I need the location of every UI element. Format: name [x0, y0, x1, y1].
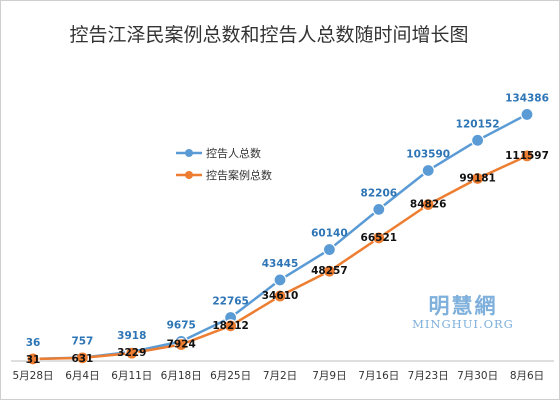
series-0-point — [421, 163, 435, 178]
series-1-point — [322, 264, 336, 278]
x-tick-label: 7月30日 — [457, 370, 498, 382]
data-label-cases: 34610 — [262, 290, 299, 302]
legend-label: 控告案例总数 — [206, 168, 272, 182]
x-tick-label: 5月28日 — [12, 370, 53, 382]
data-label-cases: 3229 — [117, 347, 146, 359]
data-label-people: 3918 — [117, 330, 146, 342]
x-tick-label: 7月9日 — [312, 370, 346, 382]
data-label-cases: 18212 — [212, 320, 249, 332]
data-labels-layer: 36 757 3918 9675 22765 43445 60140 82206 103590 1… — [26, 92, 549, 366]
x-tick-label: 6月4日 — [65, 370, 99, 382]
x-tick-label: 8月6日 — [510, 370, 544, 382]
x-tick-label: 7月16日 — [358, 370, 399, 382]
legend-label: 控告人总数 — [206, 146, 261, 160]
series-0-point — [273, 273, 287, 287]
legend-item: 控告案例总数 — [176, 168, 272, 182]
series-1-point — [372, 231, 386, 245]
data-label-cases: 7924 — [167, 339, 196, 351]
watermark-chinese: 明慧網 — [429, 294, 498, 318]
x-axis-tick-labels: 5月28日 6月4日 6月11日 6月18日 6月25日 7月2日 7月9日 7月16日 7月2… — [12, 370, 544, 382]
data-label-cases: 66521 — [361, 232, 398, 244]
x-tick-label: 7月23日 — [408, 370, 449, 382]
series-1-point — [471, 171, 485, 186]
data-label-people: 43445 — [262, 258, 299, 270]
legend-swatch-marker — [185, 171, 193, 179]
data-label-people: 103590 — [406, 148, 450, 160]
series-1-point — [125, 346, 139, 360]
data-label-cases: 31 — [26, 354, 41, 366]
data-label-people: 36 — [26, 337, 41, 349]
data-label-cases: 631 — [71, 353, 93, 365]
series-0-point — [322, 242, 336, 257]
x-tick-label: 6月25日 — [210, 370, 251, 382]
data-label-cases: 111597 — [505, 150, 549, 162]
series-1-point — [273, 289, 287, 303]
data-label-people: 82206 — [361, 187, 398, 199]
data-label-cases: 84826 — [410, 199, 447, 211]
x-tick-label: 6月11日 — [111, 370, 152, 382]
series-layer — [26, 107, 534, 366]
data-label-people: 9675 — [167, 319, 196, 331]
data-label-people: 757 — [71, 336, 93, 348]
chart-title: 控告江泽民案例总数和控告人总数随时间增长图 — [69, 24, 468, 46]
watermark-english: MINGHUI.ORG — [412, 317, 514, 331]
series-1-point — [421, 198, 435, 212]
watermark: 明慧網 MINGHUI.ORG — [412, 294, 514, 331]
data-label-people: 134386 — [505, 92, 549, 104]
series-1-point — [26, 352, 40, 366]
data-label-people: 120152 — [456, 118, 500, 130]
series-1-point — [520, 149, 534, 163]
series-1-point — [75, 351, 90, 365]
series-1-point — [224, 319, 238, 333]
data-label-people: 22765 — [212, 296, 249, 308]
series-1-point — [174, 337, 188, 352]
series-0-point — [471, 133, 485, 147]
data-label-cases: 99181 — [459, 172, 496, 184]
legend-item: 控告人总数 — [176, 146, 261, 160]
series-0-point — [520, 107, 534, 122]
series-0-point — [372, 202, 386, 216]
data-label-people: 60140 — [311, 228, 348, 240]
x-tick-label: 6月18日 — [161, 370, 202, 382]
x-tick-label: 7月2日 — [263, 370, 297, 382]
legend-swatch-marker — [185, 149, 193, 157]
data-label-cases: 48257 — [311, 265, 348, 277]
